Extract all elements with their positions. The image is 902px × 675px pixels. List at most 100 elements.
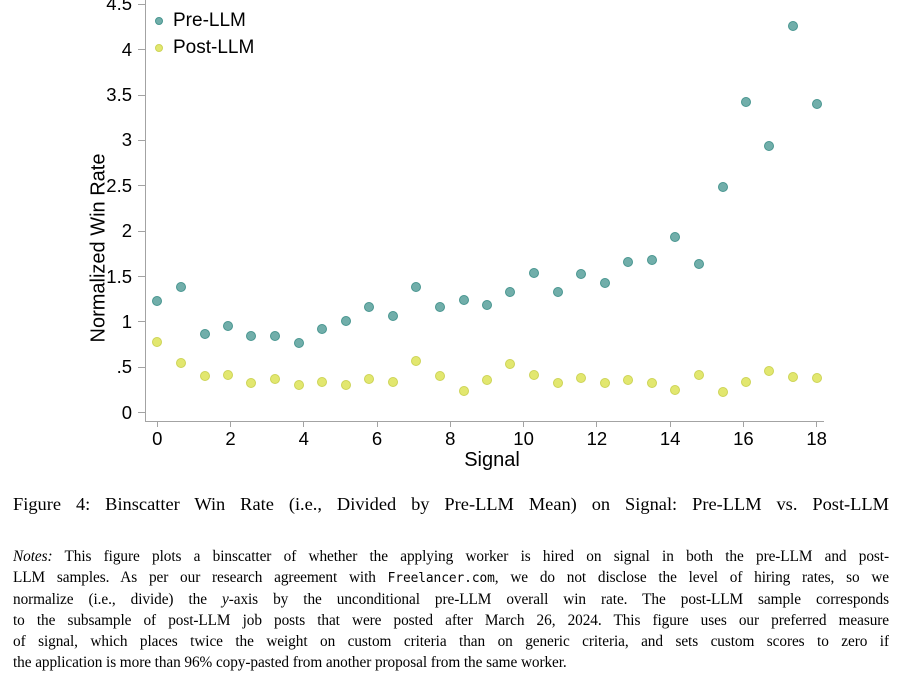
x-tick-mark	[669, 421, 671, 427]
data-point-post-llm	[152, 336, 163, 347]
figure-caption: Figure 4: Binscatter Win Rate (i.e., Div…	[13, 494, 889, 514]
data-point-pre-llm	[670, 231, 681, 242]
y-tick-mark	[138, 49, 145, 51]
notes-line: to the subsample of post-LLM job posts t…	[13, 610, 889, 631]
notes-text-segment: -axis by the unconditional pre-LLM overa…	[228, 591, 889, 608]
data-point-post-llm	[552, 377, 563, 388]
x-axis-line	[145, 421, 824, 422]
notes-text-segment: the application is more than 96% copy-pa…	[13, 654, 567, 671]
data-point-post-llm	[175, 357, 186, 368]
data-point-post-llm	[505, 358, 516, 369]
y-tick-label: 3.5	[106, 84, 132, 106]
x-tick-mark	[156, 421, 158, 427]
data-point-pre-llm	[552, 286, 563, 297]
data-point-post-llm	[481, 375, 492, 386]
data-point-pre-llm	[175, 282, 186, 293]
data-point-pre-llm	[222, 320, 233, 331]
y-axis-title: Normalized Win Rate	[87, 153, 110, 343]
data-point-pre-llm	[340, 316, 351, 327]
y-tick-label: 2	[121, 220, 132, 242]
x-tick-label: 6	[371, 428, 383, 449]
notes-text-segment: normalize (i.e., divide) the	[13, 591, 222, 608]
data-point-post-llm	[199, 371, 210, 382]
data-point-pre-llm	[411, 282, 422, 293]
data-point-pre-llm	[152, 296, 163, 307]
data-point-pre-llm	[599, 277, 610, 288]
y-tick-mark	[138, 321, 145, 323]
data-point-pre-llm	[788, 21, 799, 32]
data-point-pre-llm	[529, 267, 540, 278]
data-point-post-llm	[623, 375, 634, 386]
x-tick-mark	[230, 421, 232, 427]
y-tick-mark	[138, 94, 145, 96]
notes-text-segment: LLM samples. As per our research agreeme…	[13, 569, 388, 586]
x-tick-label: 16	[733, 428, 754, 449]
data-point-post-llm	[317, 376, 328, 387]
legend-label: Pre-LLM	[173, 9, 246, 31]
data-point-post-llm	[411, 355, 422, 366]
data-point-post-llm	[529, 370, 540, 381]
y-tick-mark	[138, 412, 145, 414]
x-tick-mark	[449, 421, 451, 427]
y-tick-label: 4	[121, 38, 132, 60]
data-point-post-llm	[764, 365, 775, 376]
x-tick-label: 10	[513, 428, 534, 449]
data-point-post-llm	[222, 370, 233, 381]
data-point-post-llm	[269, 374, 280, 385]
x-tick-mark	[523, 421, 525, 427]
data-point-post-llm	[458, 385, 469, 396]
data-point-pre-llm	[764, 140, 775, 151]
data-point-pre-llm	[623, 257, 634, 268]
y-tick-mark	[138, 366, 145, 368]
x-tick-label: 18	[806, 428, 827, 449]
x-tick-mark	[816, 421, 818, 427]
legend-marker-icon	[155, 43, 163, 52]
notes-text-segment: Freelancer.com	[387, 571, 495, 586]
data-point-pre-llm	[694, 258, 705, 269]
data-point-post-llm	[788, 372, 799, 383]
notes-text-segment: to the subsample of post-LLM job posts t…	[13, 612, 889, 629]
notes-text-segment: Notes:	[13, 548, 53, 565]
x-tick-label: 8	[445, 428, 456, 449]
x-tick-label: 2	[225, 428, 236, 449]
legend-entry: Pre-LLM	[155, 7, 254, 34]
x-tick-mark	[596, 421, 598, 427]
y-tick-mark	[138, 276, 145, 278]
x-tick-label: 14	[659, 428, 681, 449]
y-tick-label: 1	[121, 310, 132, 332]
data-point-pre-llm	[646, 255, 657, 266]
data-point-post-llm	[387, 376, 398, 387]
legend-marker-icon	[155, 16, 163, 25]
data-point-post-llm	[293, 380, 304, 391]
data-point-pre-llm	[434, 301, 445, 312]
data-point-pre-llm	[811, 99, 822, 110]
notes-text-segment: , we do not disclose the level of hiring…	[494, 569, 889, 586]
data-point-pre-llm	[505, 286, 516, 297]
data-point-pre-llm	[740, 97, 751, 108]
data-point-pre-llm	[364, 301, 375, 312]
y-tick-label: 0	[121, 401, 132, 423]
notes-line: of signal, which places twice the weight…	[13, 631, 889, 652]
y-tick-mark	[138, 185, 145, 187]
data-point-post-llm	[434, 371, 445, 382]
data-point-post-llm	[646, 377, 657, 388]
x-tick-mark	[303, 421, 305, 427]
data-point-post-llm	[694, 370, 705, 381]
data-point-post-llm	[740, 376, 751, 387]
notes-line: Notes: This figure plots a binscatter of…	[13, 546, 889, 567]
x-tick-mark	[376, 421, 378, 427]
data-point-post-llm	[811, 373, 822, 384]
data-point-post-llm	[670, 385, 681, 395]
data-point-pre-llm	[246, 330, 257, 341]
y-tick-label: 3	[121, 129, 132, 151]
data-point-post-llm	[576, 373, 587, 384]
y-tick-mark	[138, 139, 145, 141]
chart-legend: Pre-LLM Post-LLM	[155, 7, 254, 61]
data-point-pre-llm	[387, 311, 398, 322]
y-tick-mark	[138, 230, 145, 232]
x-tick-mark	[742, 421, 744, 427]
notes-text-segment: This figure plots a binscatter of whethe…	[52, 548, 889, 565]
y-tick-label: 4.5	[106, 0, 132, 15]
notes-line: normalize (i.e., divide) the y-axis by t…	[13, 589, 889, 610]
